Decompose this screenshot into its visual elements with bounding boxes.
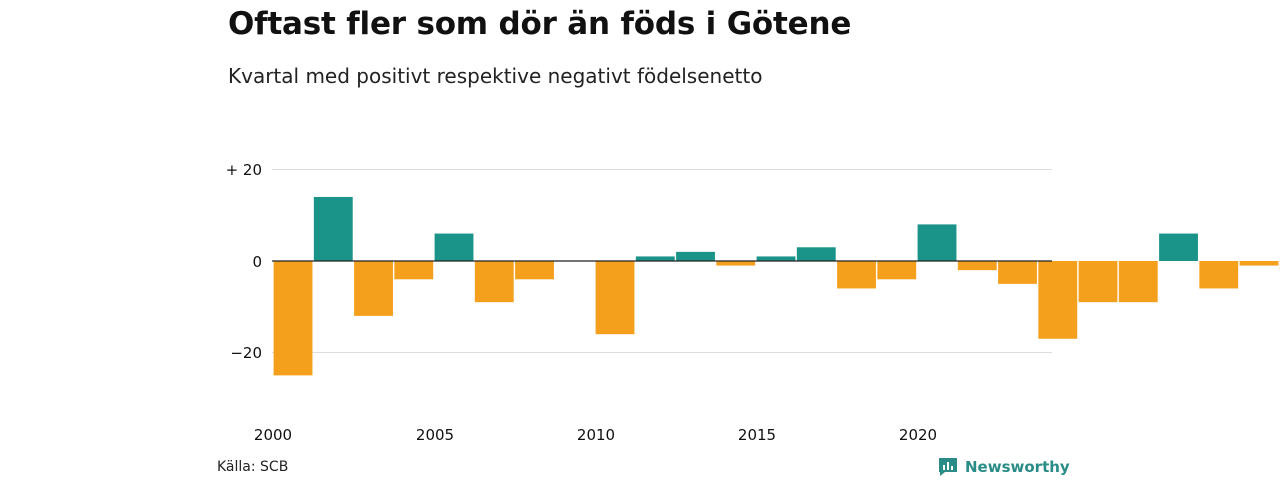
chart-subtitle: Kvartal med positivt respektive negativt… bbox=[228, 64, 763, 88]
y-axis-ticks: + 20 0 −20 bbox=[226, 161, 262, 362]
bar bbox=[676, 251, 715, 261]
bar bbox=[917, 224, 957, 261]
source-note: Källa: SCB bbox=[217, 459, 289, 475]
x-tick-label: 2015 bbox=[738, 426, 776, 444]
bar bbox=[877, 261, 917, 280]
x-tick-label: 2005 bbox=[416, 426, 454, 444]
bar bbox=[595, 261, 635, 335]
x-tick-label: 2010 bbox=[577, 426, 615, 444]
x-tick-label: 2000 bbox=[254, 426, 292, 444]
bar bbox=[1078, 261, 1118, 303]
bar bbox=[434, 233, 474, 261]
bar bbox=[635, 256, 675, 262]
bars bbox=[273, 196, 1280, 376]
grid-lines bbox=[272, 169, 1052, 353]
y-tick-label: + 20 bbox=[226, 161, 262, 179]
x-axis-ticks: 2000 2005 2010 2015 2020 bbox=[254, 426, 937, 444]
bar bbox=[837, 261, 876, 289]
y-tick-label: −20 bbox=[230, 344, 262, 362]
bar bbox=[957, 261, 997, 271]
newsworthy-logo-icon bbox=[939, 458, 957, 476]
y-tick-label: 0 bbox=[252, 253, 262, 271]
bar bbox=[796, 247, 836, 262]
bar bbox=[1239, 261, 1279, 266]
bar bbox=[394, 261, 434, 280]
brand-logo: Newsworthy bbox=[937, 456, 1070, 478]
bar bbox=[515, 261, 554, 280]
bar bbox=[998, 261, 1037, 284]
brand-name: Newsworthy bbox=[965, 458, 1070, 476]
bar bbox=[273, 261, 313, 376]
bar bbox=[716, 261, 756, 266]
bar bbox=[474, 261, 514, 303]
bar bbox=[1159, 233, 1198, 261]
bar bbox=[1199, 261, 1239, 289]
bar bbox=[1118, 261, 1158, 303]
x-tick-label: 2020 bbox=[899, 426, 937, 444]
bar bbox=[313, 196, 353, 261]
chart-title: Oftast fler som dör än föds i Götene bbox=[228, 6, 852, 42]
bar bbox=[354, 261, 393, 316]
bar bbox=[1038, 261, 1078, 339]
bar bbox=[756, 256, 796, 262]
